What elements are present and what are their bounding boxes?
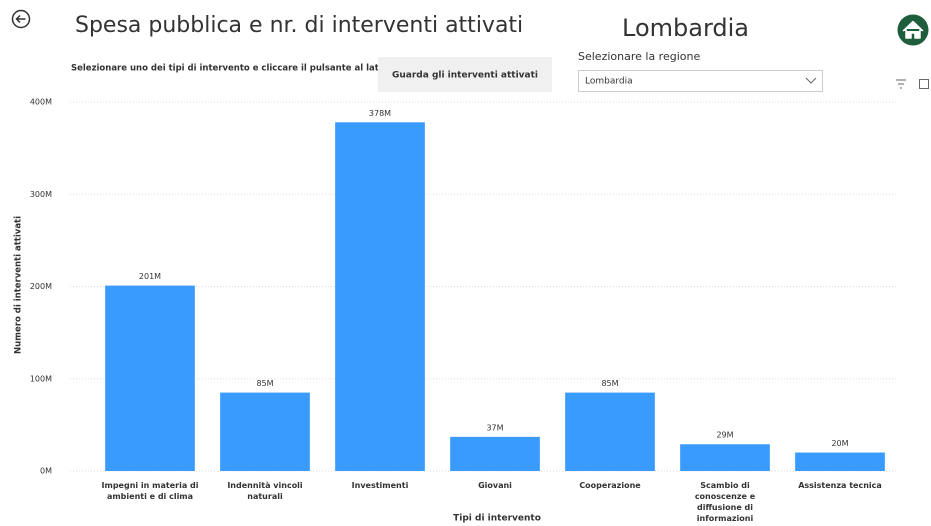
- data-label: 20M: [831, 439, 848, 448]
- focus-icon[interactable]: [919, 79, 929, 89]
- y-tick-label: 100M: [30, 374, 52, 383]
- button-label[interactable]: Guarda gli interventi attivati: [392, 71, 538, 81]
- bar: [450, 436, 540, 471]
- bar: [565, 392, 655, 471]
- region-dropdown[interactable]: Lombardia: [578, 70, 823, 92]
- x-axis-title: Tipi di intervento: [453, 514, 541, 524]
- home-button[interactable]: [897, 14, 929, 46]
- bar: [680, 444, 770, 471]
- y-axis-title: Numero di interventi attivati: [14, 216, 24, 354]
- back-arrow[interactable]: [15, 14, 26, 24]
- data-label: 37M: [486, 423, 503, 432]
- bar: [105, 285, 195, 471]
- back-button[interactable]: [11, 9, 31, 29]
- home-icon[interactable]: [897, 14, 929, 46]
- data-label: 85M: [256, 379, 273, 388]
- x-tick-label: Impegni in materia di ambienti e di clim…: [101, 481, 199, 501]
- x-tick-label: Assistenza tecnica: [798, 481, 882, 490]
- region-title: Lombardia: [622, 14, 749, 42]
- y-tick-label: 0M: [40, 467, 52, 476]
- data-label: 85M: [601, 379, 618, 388]
- show-button[interactable]: Guarda gli interventi attivati: [378, 57, 552, 92]
- x-tick-label: Investimenti: [351, 481, 409, 490]
- button-bg[interactable]: [378, 57, 552, 92]
- data-label: 29M: [716, 431, 733, 440]
- x-tick-label: Scambio di conoscenze e diffusione di in…: [694, 481, 756, 523]
- page-title: Spesa pubblica e nr. di interventi attiv…: [75, 13, 523, 38]
- dropdown-chevron[interactable]: [805, 77, 817, 84]
- data-label: 201M: [139, 272, 161, 281]
- home-house[interactable]: [902, 20, 924, 39]
- bar: [795, 452, 885, 471]
- x-tick-label: Giovani: [478, 481, 512, 490]
- data-label: 378M: [369, 109, 391, 118]
- dropdown-value[interactable]: Lombardia: [585, 77, 633, 87]
- bar: [335, 122, 425, 472]
- x-tick-label: Indennità vincoli naturali: [227, 481, 303, 501]
- dropdown-box[interactable]: [578, 70, 823, 92]
- y-tick-label: 200M: [30, 282, 52, 291]
- y-tick-label: 300M: [30, 190, 52, 199]
- x-tick-label: Cooperazione: [579, 481, 641, 490]
- instruction: Selezionare uno dei tipi di intervento e…: [71, 64, 385, 74]
- region-label: Selezionare la regione: [578, 50, 700, 63]
- bar: [220, 392, 310, 471]
- back-icon[interactable]: [11, 9, 31, 29]
- y-tick-label: 400M: [30, 98, 52, 107]
- filter-icon[interactable]: [896, 79, 906, 89]
